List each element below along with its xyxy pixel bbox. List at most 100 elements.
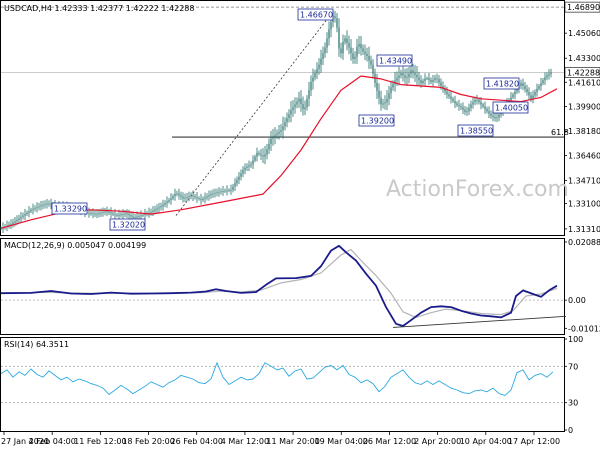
candle-body xyxy=(102,212,104,213)
candle-body xyxy=(230,189,232,191)
annotation-label: 1.33290 xyxy=(54,205,87,214)
candle-body xyxy=(418,77,420,81)
candle-body xyxy=(318,64,320,69)
price-ytick-label: 1.36460 xyxy=(568,152,600,161)
moving-average-line xyxy=(0,75,558,229)
candle-body xyxy=(38,206,40,208)
candle-body xyxy=(44,204,46,206)
candle-body xyxy=(20,216,22,219)
candle-body xyxy=(322,53,324,59)
candle-body xyxy=(254,156,256,161)
candle-body xyxy=(264,154,266,157)
annotation-label: 1.40050 xyxy=(495,104,528,113)
candle-body xyxy=(466,111,468,113)
candle-body xyxy=(440,82,442,86)
candle-body xyxy=(36,207,38,209)
candle-body xyxy=(368,56,370,61)
candle-body xyxy=(142,214,144,216)
candle-body xyxy=(438,79,440,83)
candle-body xyxy=(224,190,226,192)
candle-body xyxy=(12,222,14,225)
candle-body xyxy=(100,212,102,214)
xtick-label: 18 Feb 20:00 xyxy=(122,437,174,446)
candle-body xyxy=(550,72,552,74)
candle-body xyxy=(486,109,488,112)
candle-body xyxy=(290,110,292,115)
candle-body xyxy=(402,73,404,76)
candle-body xyxy=(140,215,142,217)
candle-body xyxy=(176,193,178,195)
macd-trendline xyxy=(392,315,567,328)
candle-body xyxy=(496,117,498,119)
candle-body xyxy=(46,203,48,205)
xtick-label: 11 Feb 12:00 xyxy=(74,437,126,446)
candle-body xyxy=(532,95,534,99)
candle-body xyxy=(40,205,42,207)
candle-body xyxy=(182,196,184,199)
top-level-label: 1.46890 xyxy=(567,3,600,12)
candle-body xyxy=(208,195,210,197)
candle-body xyxy=(226,190,228,192)
candle-body xyxy=(362,48,364,52)
candle-body xyxy=(256,152,258,157)
candle-body xyxy=(316,68,318,74)
candle-body xyxy=(410,70,412,74)
candle-body xyxy=(186,196,188,198)
candle-body xyxy=(248,165,250,167)
candle-body xyxy=(292,107,294,111)
candle-body xyxy=(416,74,418,78)
candles-group xyxy=(0,10,552,234)
candle-body xyxy=(404,75,406,78)
candle-body xyxy=(26,212,28,215)
rsi-header: RSI(14) 64.3511 xyxy=(4,340,69,349)
candle-body xyxy=(144,214,146,215)
candle-body xyxy=(272,136,274,139)
price-header: USDCAD,H4 1.42333 1.42377 1.42222 1.4228… xyxy=(4,4,194,13)
candle-body xyxy=(112,213,114,215)
candle-body xyxy=(350,47,352,54)
xtick-label: 4 Mar 12:00 xyxy=(221,437,269,446)
candle-body xyxy=(390,87,392,94)
top-level-badge xyxy=(564,1,600,13)
candle-body xyxy=(296,101,298,105)
macd-panel-frame xyxy=(0,238,565,335)
candle-body xyxy=(426,78,428,80)
candle-body xyxy=(294,104,296,108)
candle-body xyxy=(154,209,156,211)
price-ytick-label: 1.45060 xyxy=(568,29,600,38)
candle-body xyxy=(378,90,380,98)
candle-body xyxy=(354,56,356,59)
candle-body xyxy=(268,143,270,150)
candle-body xyxy=(342,41,344,54)
candle-body xyxy=(138,216,140,217)
xtick-label: 2 Apr 20:00 xyxy=(414,437,461,446)
rsi-ytick-label: 100 xyxy=(568,335,583,344)
last-price-label: 1.42288 xyxy=(567,69,600,78)
macd-line xyxy=(0,244,558,327)
rsi-panel-frame xyxy=(0,337,565,432)
candle-body xyxy=(364,51,366,54)
candle-body xyxy=(124,213,126,215)
candle-body xyxy=(276,133,278,136)
candle-body xyxy=(258,152,260,155)
candle-body xyxy=(232,186,234,190)
candle-body xyxy=(420,80,422,84)
candle-body xyxy=(536,88,538,92)
last-price-badge xyxy=(564,67,600,78)
candle-body xyxy=(266,149,268,155)
candle-body xyxy=(526,88,528,92)
candle-body xyxy=(372,64,374,74)
candle-body xyxy=(298,98,300,102)
candle-body xyxy=(376,82,378,91)
candle-body xyxy=(302,103,304,110)
candle-body xyxy=(198,198,200,199)
annotation-box xyxy=(358,114,395,127)
candle-body xyxy=(470,104,472,108)
candle-body xyxy=(490,113,492,116)
candle-body xyxy=(240,173,242,177)
candle-body xyxy=(136,216,138,218)
annotation-box xyxy=(483,77,520,90)
candle-body xyxy=(498,114,500,118)
candle-body xyxy=(542,80,544,84)
